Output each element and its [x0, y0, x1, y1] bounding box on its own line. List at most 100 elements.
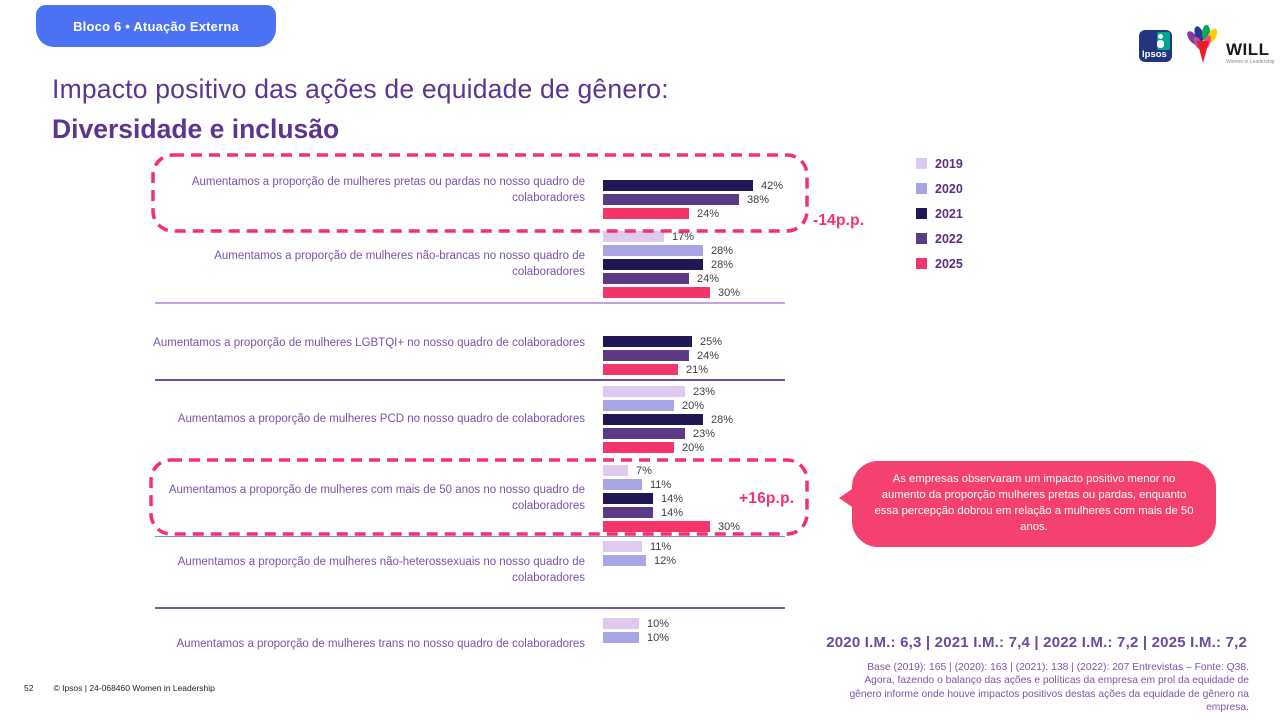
- bar-row: 28%: [603, 413, 734, 426]
- bar-row: 21%: [603, 363, 722, 376]
- bar-2019: [603, 541, 642, 552]
- bar-row: 30%: [603, 521, 740, 533]
- legend-item-2021: 2021: [916, 207, 963, 221]
- bar-value: 25%: [700, 335, 723, 348]
- bar-2020: [603, 400, 674, 411]
- divider: [155, 302, 785, 304]
- legend-swatch: [916, 183, 927, 194]
- bar-2020: [603, 479, 642, 490]
- legend-year: 2022: [935, 231, 963, 246]
- bar-row: 38%: [603, 194, 783, 206]
- bar-2025: [603, 364, 678, 375]
- bar-2025: [603, 442, 674, 453]
- bar-2021: [603, 259, 703, 270]
- bar-value: 23%: [693, 427, 716, 440]
- bar-row: 24%: [603, 273, 740, 285]
- bar-2025: [603, 208, 689, 219]
- block-badge: Bloco 6 • Atuação Externa: [36, 5, 276, 47]
- bar-value: 11%: [650, 478, 672, 491]
- bar-value: 17%: [672, 230, 695, 243]
- bar-2019: [603, 618, 639, 629]
- bar-value: 24%: [697, 207, 720, 220]
- bar-2020: [603, 245, 703, 256]
- bar-value: 20%: [682, 441, 705, 454]
- bar-2025: [603, 521, 710, 532]
- bar-2020: [603, 632, 639, 643]
- bar-row: 12%: [603, 554, 677, 567]
- annotation-rise: +16p.p.: [739, 490, 795, 507]
- chart-group: Aumentamos a proporção de mulheres PCD n…: [150, 385, 810, 454]
- legend-year: 2019: [935, 156, 963, 171]
- page-title-line2: Diversidade e inclusão: [52, 114, 340, 144]
- legend-item-2019: 2019: [916, 156, 963, 171]
- bar-2019: [603, 465, 628, 476]
- bar-value: 30%: [718, 286, 741, 299]
- category-label: Aumentamos a proporção de mulheres com m…: [168, 484, 585, 512]
- bar-2019: [603, 231, 664, 242]
- divider: [155, 536, 785, 537]
- legend-item-2025: 2025: [916, 256, 963, 271]
- bar-row: 30%: [603, 286, 741, 299]
- source-note: Base (2019): 165 | (2020): 163 | (2021):…: [849, 662, 1249, 714]
- bar-2025: [603, 287, 710, 298]
- ipsos-logo: Ipsos: [1139, 30, 1172, 62]
- bar-value: 14%: [661, 506, 684, 519]
- chart-group: Aumentamos a proporção de mulheres não-b…: [150, 230, 810, 299]
- legend-swatch: [916, 208, 927, 219]
- im-scores: 2020 I.M.: 6,3 | 2021 I.M.: 7,4 | 2022 I…: [826, 634, 1247, 651]
- bar-2021: [603, 336, 692, 347]
- category-label: Aumentamos a proporção de mulheres trans…: [176, 637, 586, 650]
- chart-group: Aumentamos a proporção de mulheres não-h…: [150, 540, 810, 584]
- legend-item-2020: 2020: [916, 181, 963, 196]
- bar-row: 20%: [603, 399, 733, 412]
- bar-value: 24%: [697, 349, 720, 362]
- category-label: Aumentamos a proporção de mulheres PCD n…: [177, 412, 585, 425]
- callout-bubble: As empresas observaram um impacto positi…: [839, 461, 1216, 547]
- bar-2022: [603, 428, 685, 439]
- chart-group: Aumentamos a proporção de mulheres LGBTQ…: [150, 335, 810, 376]
- bar-row: 7%: [603, 465, 740, 477]
- bar-row: 23%: [603, 427, 733, 440]
- bar-value: 11%: [650, 540, 672, 553]
- bar-value: 14%: [661, 492, 684, 505]
- legend-year: 2025: [935, 256, 963, 271]
- bar-row: 20%: [603, 441, 733, 454]
- bar-value: 21%: [686, 363, 709, 376]
- footer: 52 © Ipsos | 24-068460 Women in Leadersh…: [24, 683, 215, 693]
- will-logo-subtitle: Women in Leadership: [1226, 59, 1275, 65]
- will-flower-icon: [1187, 25, 1218, 63]
- legend-item-2022: 2022: [916, 231, 963, 246]
- bar-row: 14%: [603, 506, 740, 519]
- bar-2022: [603, 194, 739, 205]
- legend-year: 2020: [935, 181, 963, 196]
- bar-row: 28%: [603, 244, 740, 257]
- bar-value: 12%: [654, 554, 677, 567]
- will-logo-text: WILL: [1226, 40, 1270, 59]
- bar-row: 42%: [603, 179, 784, 192]
- bar-row: 10%: [603, 617, 670, 630]
- legend-swatch: [916, 258, 927, 269]
- bar-2022: [603, 350, 689, 361]
- annotation-drop: -14p.p.: [813, 212, 865, 229]
- bar-value: 28%: [711, 258, 734, 271]
- chart-group: Aumentamos a proporção de mulheres preta…: [150, 176, 810, 220]
- bar-2021: [603, 180, 753, 191]
- block-badge-label: Bloco 6 • Atuação Externa: [73, 18, 239, 34]
- bar-row: 28%: [603, 258, 740, 271]
- chart-group: Aumentamos a proporção de mulheres com m…: [150, 465, 810, 533]
- bar-value: 23%: [693, 385, 716, 398]
- divider: [155, 379, 785, 381]
- bar-value: 28%: [711, 244, 734, 257]
- bar-value: 10%: [647, 631, 670, 644]
- bar-2022: [603, 273, 689, 284]
- bar-row: 25%: [603, 335, 723, 348]
- ipsos-logo-figure-icon: [1157, 34, 1164, 48]
- bar-value: 42%: [761, 179, 784, 192]
- bar-row: 24%: [603, 349, 722, 362]
- legend: 2019 2020 2021 2022 2025: [916, 156, 963, 283]
- bar-value: 28%: [711, 413, 734, 426]
- bar-value: 10%: [647, 617, 670, 630]
- bar-2019: [603, 386, 685, 397]
- bar-value: 20%: [682, 399, 705, 412]
- divider: [155, 607, 785, 609]
